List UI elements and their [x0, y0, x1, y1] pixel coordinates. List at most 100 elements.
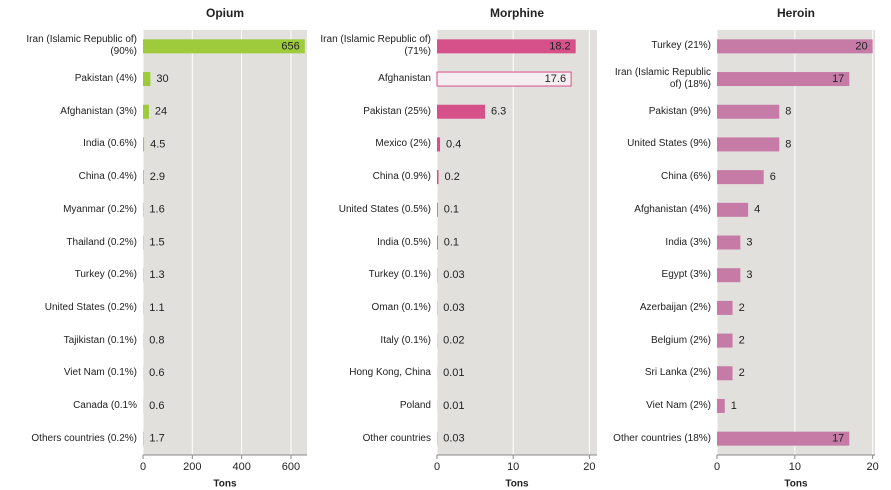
value-label: 0.1: [444, 236, 459, 248]
value-label: 17.6: [545, 73, 566, 85]
y-tick-label: Iran (Islamic Republic of) (90%): [26, 34, 137, 58]
plot-background: [717, 30, 875, 455]
bar: [143, 137, 145, 152]
y-tick-label: Viet Nam (2%): [646, 399, 711, 411]
value-label: 656: [281, 40, 299, 52]
bar: [717, 366, 733, 381]
y-tick-label: Myanmar (0.2%): [63, 203, 137, 215]
chart-title: Opium: [206, 6, 244, 20]
y-tick-label: United States (0.2%): [44, 301, 137, 313]
y-tick-label: Pakistan (25%): [363, 105, 431, 117]
y-tick-label: United States (9%): [627, 138, 711, 150]
bar: [437, 202, 438, 217]
y-tick-label: Azerbaijan (2%): [639, 301, 711, 313]
value-label: 2: [739, 334, 745, 346]
y-tick-label: Italy (0.1%): [380, 334, 431, 346]
value-label: 2: [739, 367, 745, 379]
bar: [717, 300, 733, 315]
y-tick-label: Oman (0.1%): [371, 301, 431, 313]
bar: [143, 104, 149, 119]
bar: [717, 398, 725, 413]
value-label: 0.2: [445, 171, 460, 183]
value-label: 2.9: [150, 171, 165, 183]
x-tick-label: 0: [714, 461, 720, 473]
y-tick-label: Other countries: [362, 432, 431, 444]
y-tick-label: India (0.5%): [377, 236, 431, 248]
chart-title: Morphine: [490, 6, 544, 20]
x-axis-label: Tons: [213, 479, 237, 490]
y-tick-label: Mexico (2%): [375, 138, 431, 150]
value-label: 0.03: [443, 269, 464, 281]
value-label: 30: [156, 73, 168, 85]
x-axis-label: Tons: [784, 479, 808, 490]
bar: [717, 72, 850, 87]
y-tick-label: Belgium (2%): [650, 334, 711, 346]
value-label: 6: [770, 171, 776, 183]
bar: [437, 104, 485, 119]
value-label: 0.1: [444, 204, 459, 216]
y-tick-label: United States (0.5%): [338, 203, 431, 215]
chart-title: Heroin: [777, 6, 815, 20]
value-label: 3: [746, 236, 752, 248]
y-tick-label: China (6%): [660, 171, 711, 183]
y-tick-label: India (3%): [665, 236, 711, 248]
bar: [717, 202, 749, 217]
y-tick-label: China (0.9%): [372, 171, 431, 183]
value-label: 17: [832, 433, 844, 445]
x-tick-label: 20: [583, 461, 595, 473]
bar: [717, 235, 741, 250]
bar: [717, 170, 764, 185]
value-label: 1.5: [149, 236, 164, 248]
value-label: 4: [754, 204, 760, 216]
bar: [717, 431, 850, 446]
bar: [143, 39, 305, 54]
y-tick-label: Pakistan (9%): [648, 105, 711, 117]
y-tick-label: Other countries (18%): [613, 432, 711, 444]
y-tick-label: Afghanistan: [378, 73, 431, 85]
x-axis-label: Tons: [505, 479, 529, 490]
bar: [437, 235, 438, 250]
bar: [143, 170, 144, 185]
value-label: 0.6: [149, 400, 164, 412]
bar: [437, 137, 441, 152]
value-label: 0.4: [446, 138, 461, 150]
value-label: 8: [785, 138, 791, 150]
bar: [437, 170, 439, 185]
x-tick-label: 0: [140, 461, 146, 473]
bar: [717, 333, 733, 348]
value-label: 0.01: [443, 400, 464, 412]
y-tick-label: Pakistan (4%): [74, 73, 137, 85]
y-tick-label: China (0.4%): [78, 171, 137, 183]
y-tick-label: Egypt (3%): [661, 269, 711, 281]
y-tick-label: Canada (0.1%: [73, 399, 137, 411]
x-tick-label: 600: [282, 461, 300, 473]
value-label: 24: [155, 106, 167, 118]
value-label: 0.01: [443, 367, 464, 379]
y-tick-label: Thailand (0.2%): [66, 236, 137, 248]
value-label: 8: [785, 106, 791, 118]
value-label: 18.2: [549, 40, 570, 52]
value-label: 20: [855, 40, 867, 52]
y-tick-label: Turkey (0.2%): [74, 269, 137, 281]
bar: [717, 104, 780, 119]
y-tick-label: Iran (Islamic Republic of) (71%): [320, 34, 431, 58]
value-label: 0.6: [149, 367, 164, 379]
value-label: 4.5: [150, 138, 165, 150]
plot-background: [143, 30, 307, 455]
bar: [436, 71, 572, 87]
bar: [717, 39, 873, 54]
value-label: 1.6: [149, 204, 164, 216]
x-tick-label: 10: [507, 461, 519, 473]
x-tick-label: 10: [789, 461, 801, 473]
x-tick-label: 200: [183, 461, 201, 473]
y-tick-label: Viet Nam (0.1%): [63, 367, 137, 379]
value-label: 0.03: [443, 302, 464, 314]
value-label: 6.3: [491, 106, 506, 118]
bar: [143, 72, 151, 87]
x-tick-label: 400: [232, 461, 250, 473]
value-label: 0.02: [443, 334, 464, 346]
y-tick-label: India (0.6%): [83, 138, 137, 150]
y-tick-label: Poland: [399, 399, 431, 411]
